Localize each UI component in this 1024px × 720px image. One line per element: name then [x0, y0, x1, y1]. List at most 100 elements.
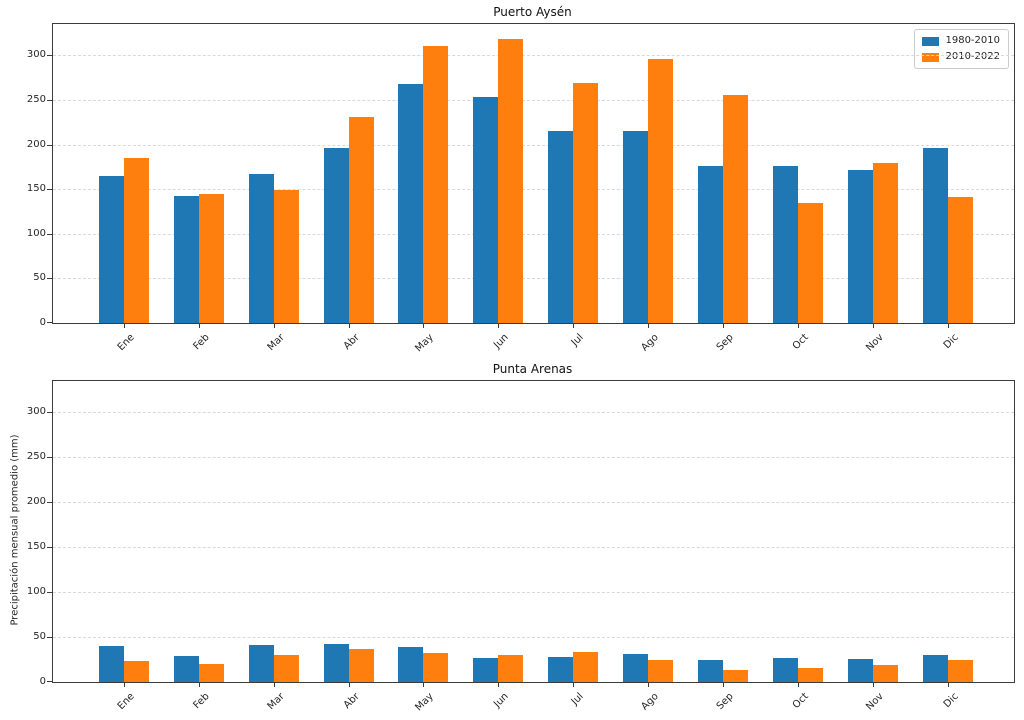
bar-2010-2022-Mar — [273, 655, 299, 682]
bar-2010-2022-Oct — [798, 667, 824, 682]
x-tick-mark — [123, 324, 125, 328]
bar-1980-2010-Oct — [773, 165, 799, 323]
bar-1980-2010-Sep — [698, 659, 724, 682]
y-tick-mark — [47, 457, 52, 459]
y-tick-mark — [47, 99, 52, 101]
y-tick-mark — [47, 681, 52, 682]
x-tick-label: Abr — [341, 332, 362, 353]
y-tick-mark — [47, 144, 52, 146]
x-tick-mark — [273, 324, 275, 328]
y-tick-mark — [47, 412, 52, 414]
y-tick-label: 250 — [26, 93, 46, 105]
y-tick-mark — [47, 55, 52, 57]
x-tick-label: Oct — [790, 332, 811, 353]
bar-2010-2022-Sep — [723, 670, 749, 682]
bar-1980-2010-Sep — [698, 165, 724, 323]
y-tick-label: 250 — [26, 451, 46, 463]
x-tick-mark — [348, 683, 350, 687]
bar-2010-2022-Abr — [348, 648, 374, 682]
gridline — [53, 144, 1014, 146]
bar-1980-2010-Dic — [922, 148, 948, 323]
legend-swatch-orange — [922, 52, 940, 62]
x-tick-mark — [648, 324, 650, 328]
x-tick-mark — [123, 683, 125, 687]
x-tick-mark — [573, 683, 575, 687]
x-tick-label: Feb — [191, 691, 212, 712]
x-tick-mark — [723, 683, 725, 687]
x-tick-label: Nov — [864, 691, 886, 713]
x-tick-label: May — [413, 332, 437, 355]
bar-1980-2010-Feb — [173, 655, 199, 682]
bar-2010-2022-Dic — [947, 197, 973, 323]
x-tick-label: Ene — [115, 691, 137, 713]
bar-1980-2010-Jun — [473, 97, 499, 323]
x-tick-mark — [723, 324, 725, 328]
x-tick-label: Jul — [569, 691, 587, 708]
bar-1980-2010-Feb — [173, 196, 199, 323]
x-tick-label: Ago — [639, 332, 661, 354]
bar-1980-2010-Dic — [922, 655, 948, 682]
y-tick-label: 200 — [26, 138, 46, 150]
x-tick-mark — [947, 324, 949, 328]
y-tick-label: 150 — [26, 541, 46, 553]
legend-swatch-blue — [922, 36, 940, 46]
y-tick-label: 300 — [26, 406, 46, 418]
bar-2010-2022-Sep — [723, 95, 749, 323]
x-tick-mark — [873, 683, 874, 687]
x-tick-label: May — [413, 691, 437, 714]
y-tick-label: 300 — [26, 49, 46, 61]
bar-2010-2022-Jun — [498, 39, 524, 323]
y-tick-label: 100 — [26, 586, 46, 598]
gridline — [53, 502, 1014, 504]
bar-1980-2010-Jun — [473, 657, 499, 682]
bar-1980-2010-Nov — [848, 170, 873, 323]
plot-area-puerto-aysen: 1980-2010 2010-2022 0 50 100 150 200 250 300 En… — [27, 23, 1015, 354]
x-tick-label: Nov — [864, 332, 886, 354]
bar-2010-2022-Jun — [498, 655, 524, 682]
x-tick-label: Ene — [115, 332, 137, 354]
bar-2010-2022-May — [423, 653, 449, 682]
bar-1980-2010-May — [398, 647, 424, 682]
x-tick-label: Dic — [941, 332, 961, 352]
bar-2010-2022-Ene — [123, 661, 149, 682]
y-tick-mark — [47, 233, 52, 235]
bar-1980-2010-Mar — [248, 173, 274, 323]
x-tick-mark — [348, 324, 350, 328]
legend-label: 1980-2010 — [945, 35, 1000, 46]
x-tick-mark — [423, 324, 425, 328]
x-tick-mark — [798, 683, 800, 687]
x-tick-label: Abr — [341, 691, 362, 712]
y-tick-mark — [47, 322, 52, 323]
y-tick-label: 0 — [39, 317, 46, 328]
x-tick-label: Jul — [569, 332, 587, 349]
x-tick-label: Oct — [790, 691, 811, 712]
x-tick-mark — [198, 324, 200, 328]
y-tick-label: 150 — [26, 183, 46, 195]
bar-1980-2010-Jul — [548, 656, 574, 682]
bar-2010-2022-Abr — [348, 116, 374, 323]
bar-2010-2022-Oct — [798, 202, 824, 323]
bar-2010-2022-Jul — [573, 652, 599, 682]
y-tick-label: 50 — [33, 272, 46, 284]
bar-1980-2010-Abr — [323, 644, 349, 682]
plot-area-punta-arenas: 0 50 100 150 200 250 300 Ene Feb Mar Abr May Jun Jul A… — [27, 380, 1015, 713]
y-tick-mark — [47, 189, 52, 191]
bar-2010-2022-Nov — [873, 664, 898, 682]
x-tick-label: Jun — [492, 332, 512, 351]
bar-1980-2010-Mar — [248, 645, 274, 682]
bar-1980-2010-Oct — [773, 657, 799, 682]
y-tick-label: 200 — [26, 496, 46, 508]
gridline — [53, 55, 1014, 57]
bar-2010-2022-Ago — [648, 660, 674, 682]
x-tick-label: Dic — [941, 691, 961, 711]
gridline — [53, 278, 1014, 280]
y-tick-mark — [47, 637, 52, 639]
y-axis-label: Precipitación mensual promedio (mm) — [9, 434, 21, 626]
bar-1980-2010-May — [398, 83, 424, 323]
x-tick-mark — [947, 683, 949, 687]
x-tick-mark — [273, 683, 275, 687]
bar-2010-2022-Ago — [648, 58, 674, 323]
bar-2010-2022-Dic — [947, 660, 973, 682]
bar-1980-2010-Ene — [98, 646, 124, 682]
bar-2010-2022-Feb — [198, 193, 224, 323]
